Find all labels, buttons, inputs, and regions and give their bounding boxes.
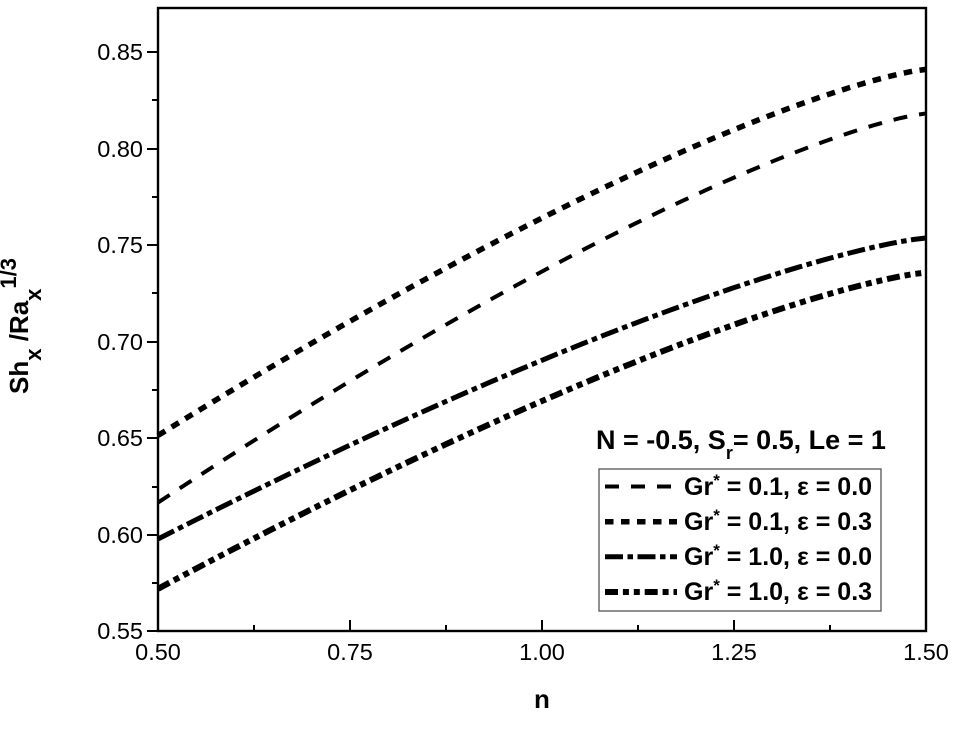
svg-text:1.00: 1.00 <box>519 639 565 665</box>
svg-text:Gr* = 1.0, ε = 0.3: Gr* = 1.0, ε = 0.3 <box>684 576 872 607</box>
svg-text:Gr* = 0.1, ε = 0.0: Gr* = 0.1, ε = 0.0 <box>684 471 872 502</box>
svg-text:0.85: 0.85 <box>97 39 143 65</box>
svg-text:Gr* = 1.0, ε = 0.0: Gr* = 1.0, ε = 0.0 <box>684 541 872 572</box>
svg-text:1.50: 1.50 <box>903 639 949 665</box>
svg-text:1.25: 1.25 <box>711 639 757 665</box>
svg-text:N = -0.5, Sr= 0.5, Le = 1: N = -0.5, Sr= 0.5, Le = 1 <box>596 425 886 463</box>
svg-text:n: n <box>534 684 550 714</box>
svg-text:0.75: 0.75 <box>97 232 143 258</box>
svg-text:0.60: 0.60 <box>97 522 143 548</box>
svg-text:0.80: 0.80 <box>97 136 143 162</box>
svg-text:0.75: 0.75 <box>327 639 373 665</box>
svg-text:0.65: 0.65 <box>97 425 143 451</box>
svg-text:Gr* = 0.1, ε = 0.3: Gr* = 0.1, ε = 0.3 <box>684 506 872 537</box>
svg-text:Shx /Rax1/3: Shx /Rax1/3 <box>0 258 46 394</box>
svg-text:0.50: 0.50 <box>135 639 181 665</box>
svg-text:0.70: 0.70 <box>97 329 143 355</box>
